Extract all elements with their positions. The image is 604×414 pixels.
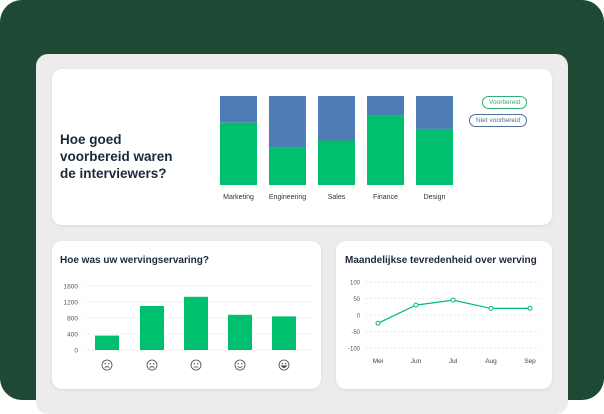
experience-bar: [184, 296, 208, 350]
very-unhappy-icon: [101, 359, 113, 371]
data-point: [488, 305, 494, 311]
bar-not-prepared: [318, 96, 355, 141]
monthly-satisfaction-card: Maandelijkse tevredenheid over werving 1…: [336, 241, 552, 389]
interviewer-preparedness-card: Hoe goed voorbereid waren de interviewer…: [52, 69, 552, 225]
data-point: [413, 302, 419, 308]
very-happy-icon: [278, 359, 290, 371]
y-tick-label: 100: [350, 281, 361, 287]
experience-bar: [140, 306, 164, 350]
bar-prepared: [220, 122, 257, 185]
bar-not-prepared: [220, 96, 257, 123]
bar-prepared: [367, 115, 404, 185]
legend-not-prepared[interactable]: Niet voorbereid: [469, 114, 528, 127]
satisfaction-line: [377, 299, 530, 324]
x-tick-label: Mei: [373, 358, 383, 365]
legend-prepared[interactable]: Voorbereid: [482, 96, 528, 109]
y-tick-label: 50: [353, 297, 360, 303]
y-tick-label: 1200: [64, 300, 79, 307]
y-tick-label: 1600: [64, 284, 79, 291]
category-label: Finance: [373, 194, 398, 201]
unhappy-icon: [146, 359, 158, 371]
y-tick-label: -50: [351, 330, 360, 336]
category-label: Marketing: [223, 194, 254, 201]
bar-prepared: [269, 147, 306, 185]
monthly-satisfaction-title: Maandelijkse tevredenheid over werving: [345, 255, 537, 266]
x-tick-label: Sep: [524, 358, 536, 365]
data-point: [375, 320, 381, 326]
bar-not-prepared: [269, 96, 306, 148]
x-tick-label: Jun: [411, 358, 422, 365]
category-label: Sales: [328, 194, 346, 201]
x-tick-label: Jul: [449, 358, 458, 365]
experience-bar: [272, 316, 296, 350]
hiring-experience-card: Hoe was uw wervingservaring? 0 400 800 1200…: [52, 241, 321, 389]
neutral-icon: [190, 359, 202, 371]
data-point: [527, 305, 533, 311]
data-point: [450, 297, 456, 303]
y-tick-label: -100: [348, 347, 361, 353]
question-title: Hoe goed voorbereid waren de interviewer…: [60, 132, 173, 181]
y-tick-label: 0: [74, 348, 78, 355]
bar-not-prepared: [367, 96, 404, 116]
experience-bar: [228, 314, 252, 350]
stacked-bar-chart: Marketing Engineering Sales Finance Design: [220, 96, 453, 201]
category-label: Design: [424, 194, 446, 201]
x-tick-label: Aug: [485, 358, 497, 365]
y-tick-label: 400: [67, 332, 78, 339]
experience-bar-chart: 0 400 800 1200 1600: [64, 284, 310, 371]
category-label: Engineering: [269, 194, 306, 201]
y-tick-label: 0: [357, 314, 361, 320]
bar-prepared: [318, 140, 355, 185]
bar-prepared: [416, 128, 453, 185]
y-tick-label: 800: [67, 316, 78, 323]
happy-icon: [234, 359, 246, 371]
satisfaction-line-chart: 100 50 0 -50 -100 Mei Jun Jul Aug Sep: [348, 281, 542, 365]
bar-not-prepared: [416, 96, 453, 129]
experience-bar: [95, 335, 119, 350]
hiring-experience-title: Hoe was uw wervingservaring?: [60, 255, 209, 266]
